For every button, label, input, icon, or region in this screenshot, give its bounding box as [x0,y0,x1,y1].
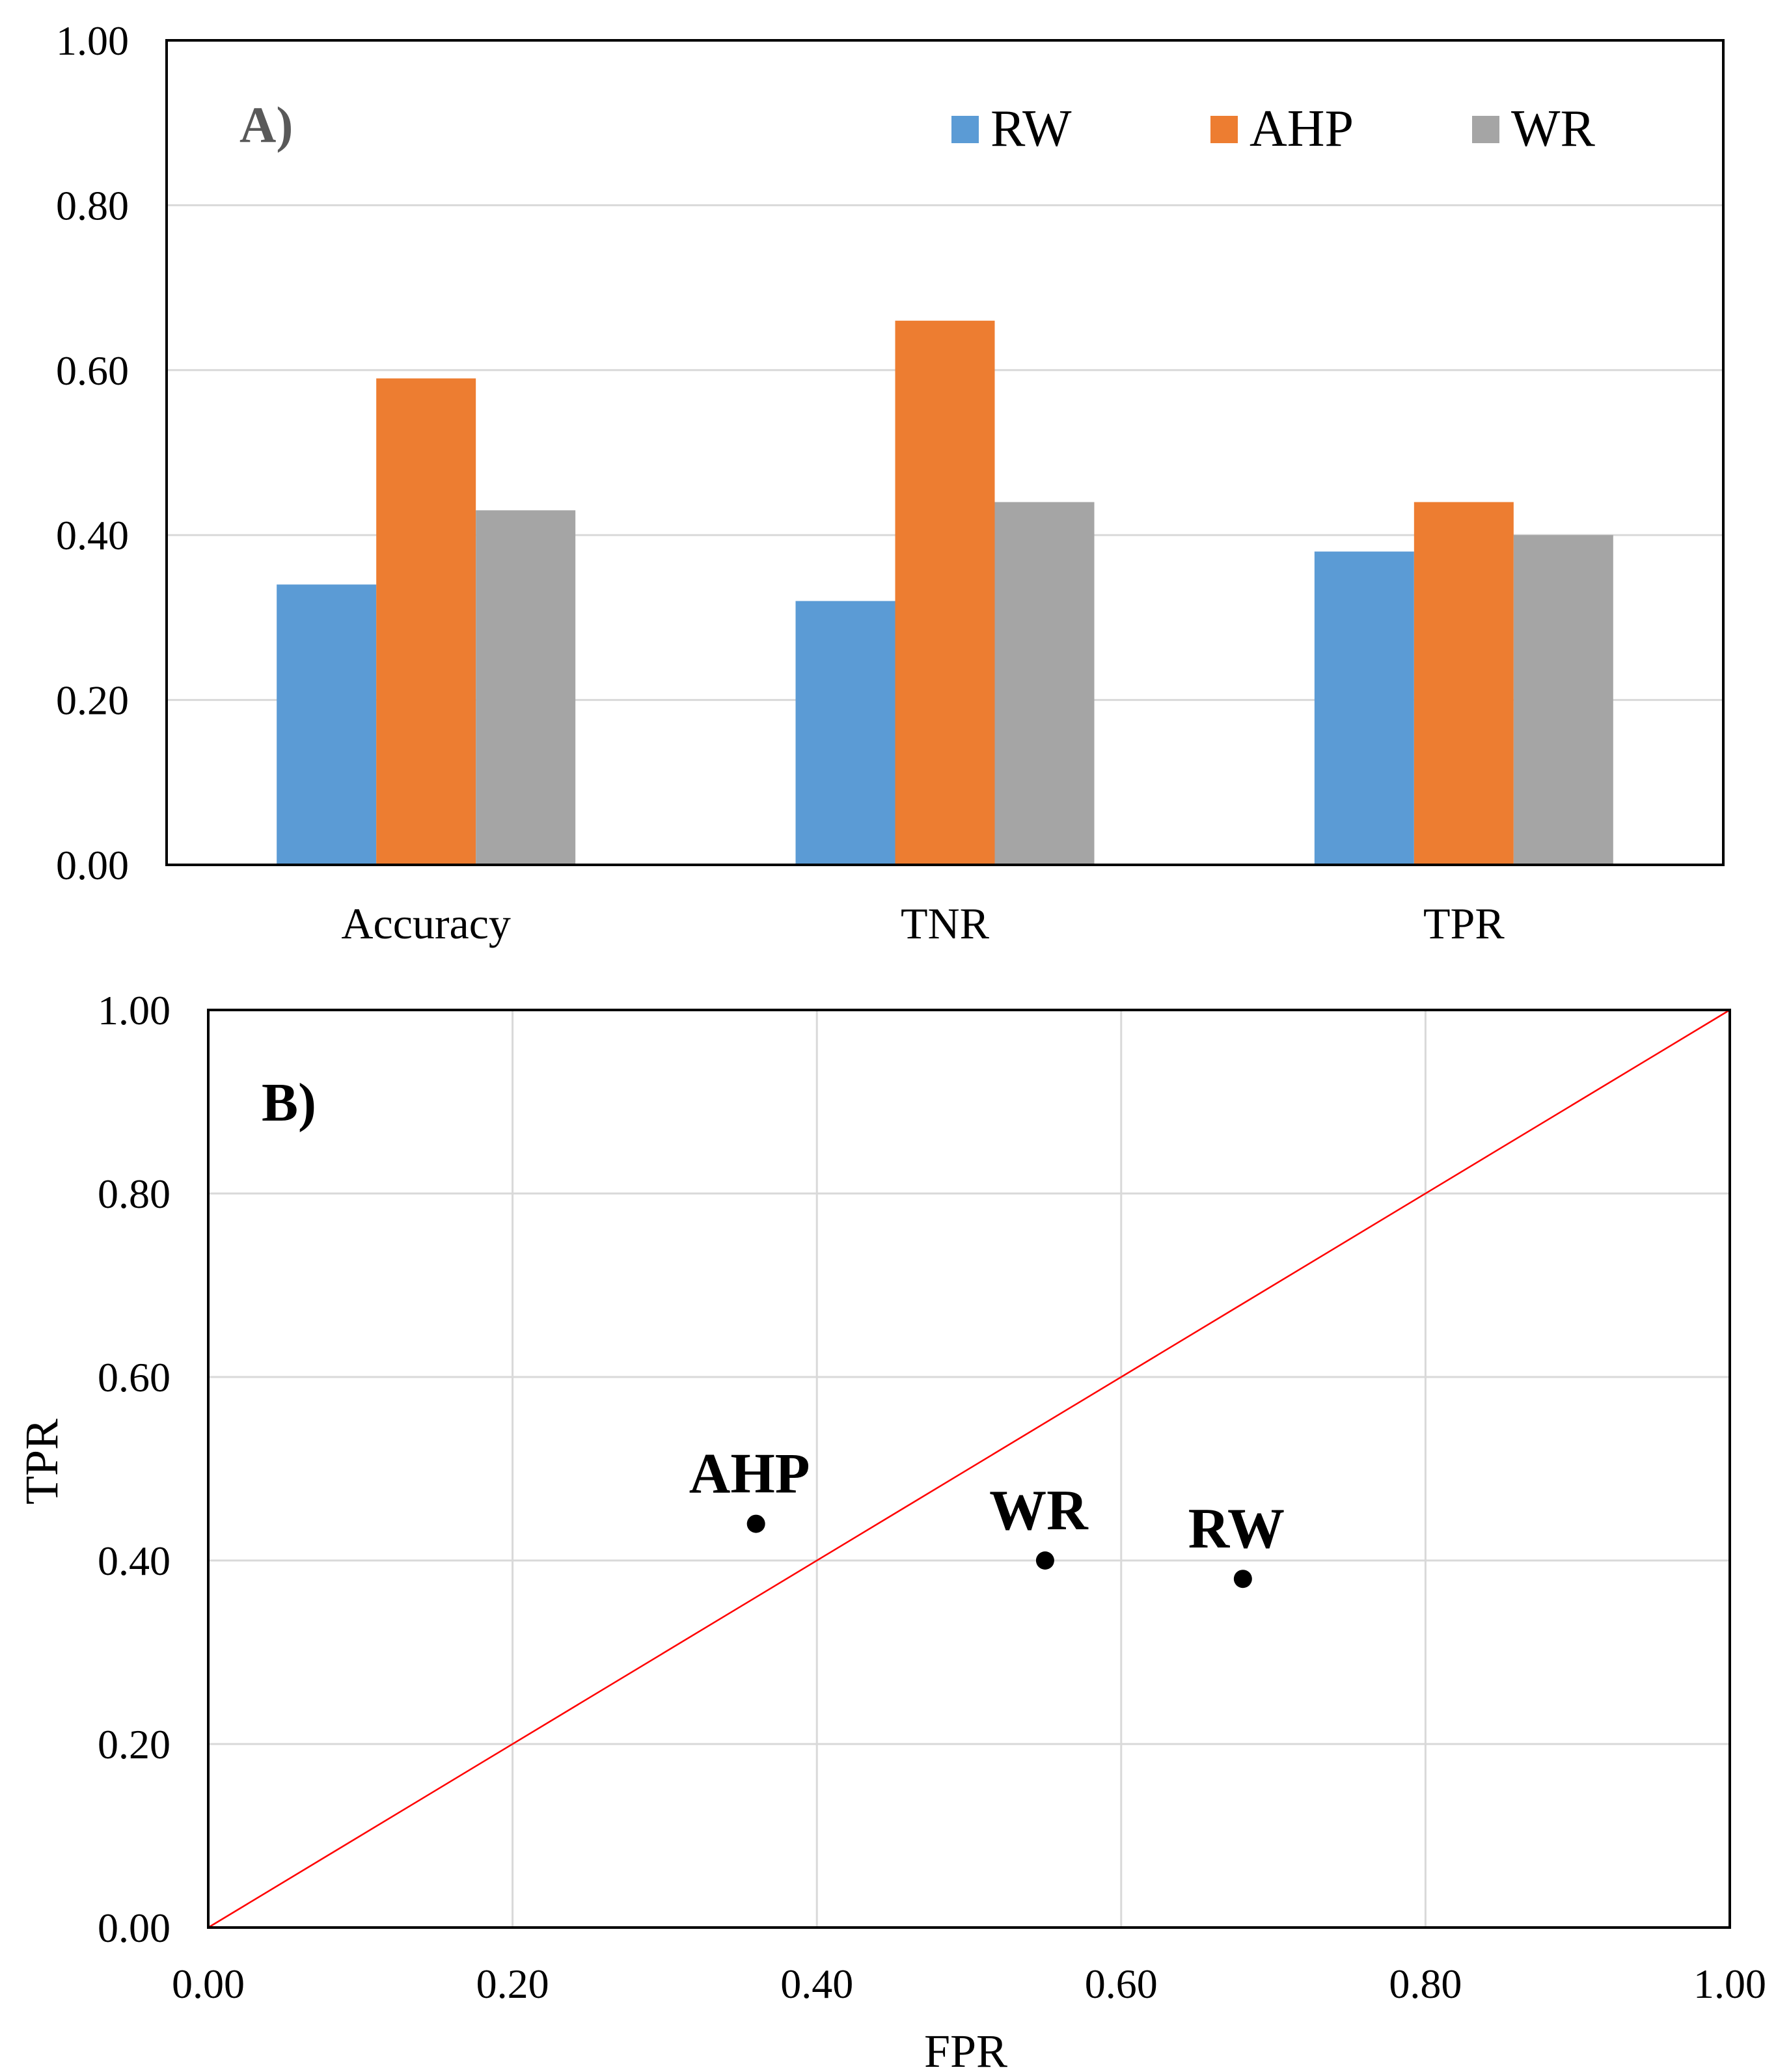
scatter-chart-plot-frame [207,1009,1731,1929]
scatter-point-marker [1233,1570,1252,1588]
scatter-chart-y-tick-label: 0.20 [98,1721,171,1767]
bar-chart-category-labels: Accuracy TNR TPR [341,899,1505,948]
bar-chart-category-label: TNR [901,899,990,948]
bar-chart-y-tick-label: 0.20 [56,677,129,724]
scatter-point-label: AHP [689,1443,810,1506]
legend-item-wr: WR [1472,100,1596,157]
legend-item-rw: RW [951,100,1072,157]
x-axis-title: FPR [924,2025,1007,2072]
scatter-chart-y-tick-label: 1.00 [98,987,171,1033]
scatter-point-wr: WR [989,1479,1089,1570]
scatter-chart-gridlines [208,1010,1730,1928]
bar-chart-y-tick-label: 0.00 [56,842,129,888]
scatter-point-marker [746,1514,765,1533]
scatter-point-marker [1035,1551,1054,1570]
bar-chart-plot-frame [165,39,1725,866]
bar-chart-category-label: TPR [1423,899,1505,948]
bar-ahp-accuracy [376,378,476,865]
scatter-chart-y-tick-label: 0.40 [98,1538,171,1584]
y-axis-title: TPR [16,1419,68,1505]
scatter-chart-x-tick-label: 0.20 [476,1961,549,2007]
scatter-chart-x-tick-labels: 0.00 0.20 0.40 0.60 0.80 1.00 [172,1961,1766,2007]
scatter-chart-y-tick-label: 0.80 [98,1171,171,1217]
scatter-point-rw: RW [1188,1497,1285,1588]
scatter-point-ahp: AHP [689,1443,810,1533]
bar-wr-tpr [1513,535,1613,865]
bar-rw-accuracy [277,584,377,865]
bar-wr-tnr [994,502,1095,865]
panel-b-label: B) [262,1072,316,1133]
bar-chart-y-tick-label: 0.60 [56,348,129,394]
scatter-point-label: WR [989,1479,1089,1542]
bar-ahp-tpr [1414,502,1514,865]
scatter-chart-points: AHP WR RW [689,1443,1285,1588]
scatter-chart-panel: AHP WR RW 0.00 0.20 0.40 0.60 0.80 1.00 0.00 0.2… [16,987,1766,2072]
legend-swatch [1210,116,1238,143]
bar-chart-category-label: Accuracy [341,899,510,948]
bar-rw-tpr [1314,551,1414,865]
bar-wr-accuracy [476,510,576,865]
scatter-chart-x-tick-label: 0.40 [780,1961,853,2007]
legend-swatch [1472,116,1499,143]
bar-chart-y-tick-labels: 0.00 0.20 0.40 0.60 0.80 1.00 [56,18,129,888]
scatter-chart-y-tick-label: 0.60 [98,1354,171,1400]
bar-chart-y-tick-label: 0.80 [56,182,129,228]
bar-rw-tnr [795,601,895,865]
scatter-chart-diagonal-reference-line [208,1009,1730,1929]
scatter-chart-x-tick-label: 0.80 [1389,1961,1462,2007]
bar-chart-bars [277,320,1613,865]
scatter-chart-y-tick-label: 0.00 [98,1905,171,1951]
bar-chart-y-tick-label: 0.40 [56,512,129,558]
legend-swatch [951,116,979,143]
panel-a-label: A) [239,96,293,153]
bar-chart-panel: 0.000.200.400.600.801.00 Accuracy TNR TPR … [56,18,1725,948]
legend-item-ahp: AHP [1210,100,1354,157]
scatter-chart-x-tick-label: 1.00 [1693,1961,1766,2007]
legend-label: AHP [1250,100,1354,157]
scatter-chart-y-tick-labels: 0.00 0.20 0.40 0.60 0.80 1.00 [98,987,171,1951]
bar-ahp-tnr [895,320,995,865]
bar-chart-y-tick-label: 1.00 [56,18,129,64]
scatter-chart-x-tick-label: 0.60 [1085,1961,1158,2007]
bar-chart-legend: RW AHP WR [951,100,1596,157]
legend-label: RW [990,100,1072,157]
scatter-point-label: RW [1188,1497,1285,1561]
legend-label: WR [1511,100,1596,157]
scatter-chart-x-tick-label: 0.00 [172,1961,245,2007]
